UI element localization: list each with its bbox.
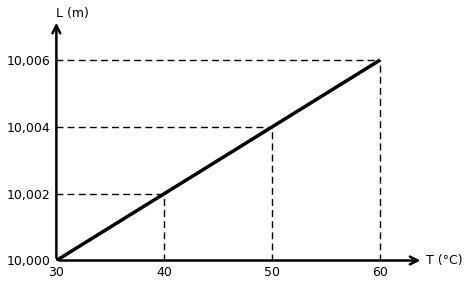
Text: T (°C): T (°C): [426, 254, 463, 267]
Text: L (m): L (m): [56, 7, 89, 20]
